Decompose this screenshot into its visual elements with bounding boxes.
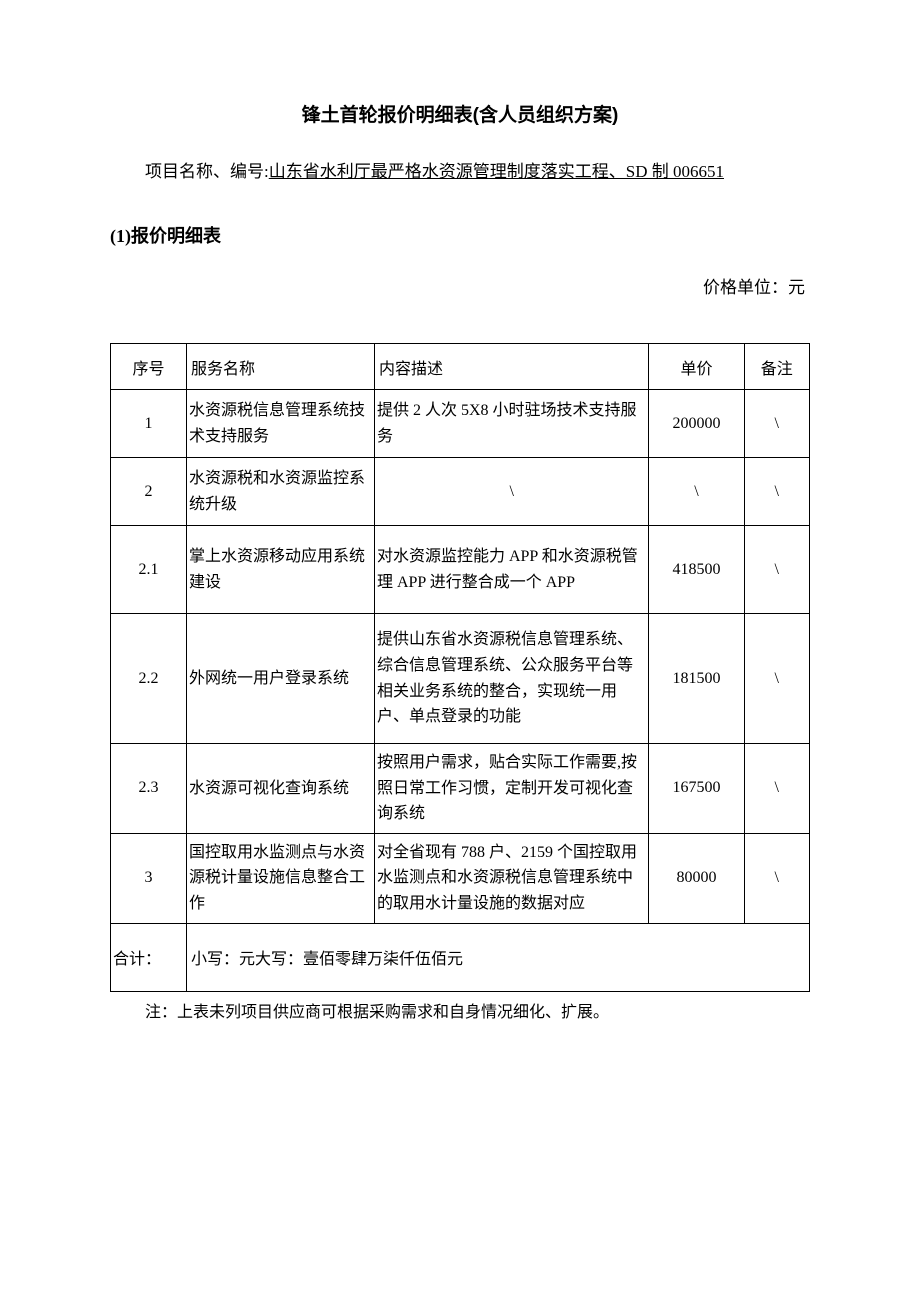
table-header-row: 序号 服务名称 内容描述 单价 备注 — [111, 344, 810, 390]
table-row: 3 国控取用水监测点与水资源税计量设施信息整合工作 对全省现有 788 户、21… — [111, 833, 810, 923]
note-line: 注：上表未列项目供应商可根据采购需求和自身情况细化、扩展。 — [110, 998, 810, 1022]
cell-seq: 1 — [111, 390, 187, 458]
table-total-row: 合计： 小写：元大写：壹佰零肆万柒仟伍佰元 — [111, 923, 810, 991]
cell-note: \ — [744, 614, 810, 744]
cell-seq: 2.1 — [111, 526, 187, 614]
table-row: 2.3 水资源可视化查询系统 按照用户需求，贴合实际工作需要,按照日常工作习惯，… — [111, 744, 810, 834]
cell-note: \ — [744, 526, 810, 614]
cell-name: 水资源可视化查询系统 — [187, 744, 375, 834]
cell-price: 418500 — [649, 526, 744, 614]
table-row: 2.1 掌上水资源移动应用系统建设 对水资源监控能力 APP 和水资源税管理 A… — [111, 526, 810, 614]
cell-price: 167500 — [649, 744, 744, 834]
total-content: 小写：元大写：壹佰零肆万柒仟伍佰元 — [187, 923, 810, 991]
header-name: 服务名称 — [187, 344, 375, 390]
table-row: 1 水资源税信息管理系统技术支持服务 提供 2 人次 5X8 小时驻场技术支持服… — [111, 390, 810, 458]
cell-note: \ — [744, 744, 810, 834]
cell-note: \ — [744, 390, 810, 458]
project-value: 山东省水利厅最严格水资源管理制度落实工程、SD 制 006651 — [269, 162, 724, 181]
header-note: 备注 — [744, 344, 810, 390]
cell-price: 181500 — [649, 614, 744, 744]
cell-note: \ — [744, 458, 810, 526]
total-label: 合计： — [111, 923, 187, 991]
cell-price: \ — [649, 458, 744, 526]
project-label: 项目名称、编号: — [145, 162, 269, 181]
document-title: 锋土首轮报价明细表(含人员组织方案) — [110, 100, 810, 127]
cell-name: 水资源税信息管理系统技术支持服务 — [187, 390, 375, 458]
price-unit: 价格单位：元 — [110, 273, 810, 298]
cell-name: 掌上水资源移动应用系统建设 — [187, 526, 375, 614]
cell-desc: 提供山东省水资源税信息管理系统、综合信息管理系统、公众服务平台等相关业务系统的整… — [374, 614, 649, 744]
project-line: 项目名称、编号:山东省水利厅最严格水资源管理制度落实工程、SD 制 006651 — [110, 157, 810, 182]
table-row: 2 水资源税和水资源监控系统升级 \ \ \ — [111, 458, 810, 526]
cell-seq: 3 — [111, 833, 187, 923]
cell-desc: 对水资源监控能力 APP 和水资源税管理 APP 进行整合成一个 APP — [374, 526, 649, 614]
cell-name: 水资源税和水资源监控系统升级 — [187, 458, 375, 526]
cell-seq: 2 — [111, 458, 187, 526]
cell-name: 外网统一用户登录系统 — [187, 614, 375, 744]
cell-desc: 对全省现有 788 户、2159 个国控取用水监测点和水资源税信息管理系统中的取… — [374, 833, 649, 923]
cell-name: 国控取用水监测点与水资源税计量设施信息整合工作 — [187, 833, 375, 923]
cell-seq: 2.2 — [111, 614, 187, 744]
cell-seq: 2.3 — [111, 744, 187, 834]
sub-heading: (1)报价明细表 — [110, 222, 810, 248]
cell-price: 80000 — [649, 833, 744, 923]
cell-desc: 提供 2 人次 5X8 小时驻场技术支持服务 — [374, 390, 649, 458]
table-body: 1 水资源税信息管理系统技术支持服务 提供 2 人次 5X8 小时驻场技术支持服… — [111, 390, 810, 992]
cell-desc: \ — [374, 458, 649, 526]
table-row: 2.2 外网统一用户登录系统 提供山东省水资源税信息管理系统、综合信息管理系统、… — [111, 614, 810, 744]
quote-table: 序号 服务名称 内容描述 单价 备注 1 水资源税信息管理系统技术支持服务 提供… — [110, 343, 810, 992]
cell-price: 200000 — [649, 390, 744, 458]
cell-note: \ — [744, 833, 810, 923]
header-price: 单价 — [649, 344, 744, 390]
header-desc: 内容描述 — [374, 344, 649, 390]
cell-desc: 按照用户需求，贴合实际工作需要,按照日常工作习惯，定制开发可视化查询系统 — [374, 744, 649, 834]
header-seq: 序号 — [111, 344, 187, 390]
